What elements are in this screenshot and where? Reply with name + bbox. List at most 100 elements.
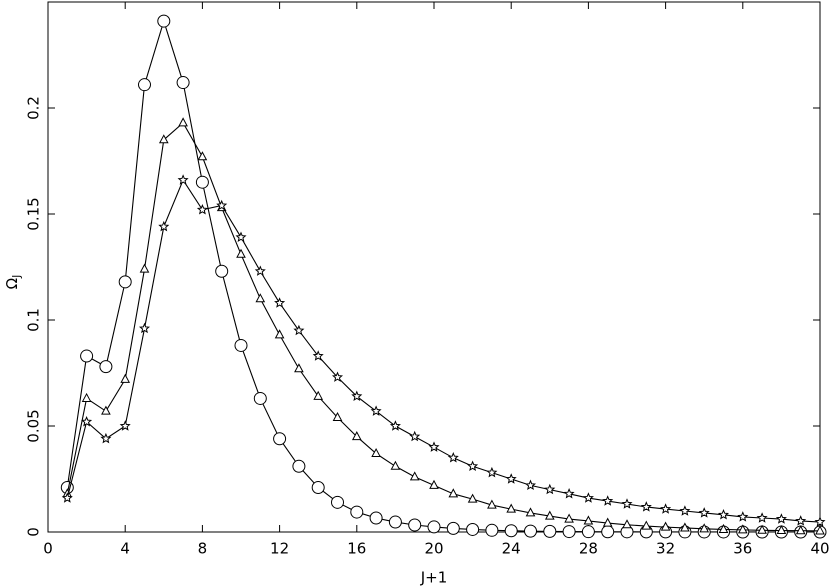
circle-marker — [195, 175, 209, 189]
circle-marker — [157, 14, 171, 28]
series-line — [66, 19, 820, 533]
star-marker — [698, 507, 710, 518]
triangle-marker — [101, 405, 111, 415]
triangle-marker — [197, 151, 208, 161]
x-tick-label: 8 — [198, 540, 208, 558]
plot-frame — [47, 1, 821, 533]
star-marker — [679, 505, 691, 516]
x-tick-label: 12 — [270, 540, 289, 558]
circle-marker — [524, 524, 537, 538]
star-marker — [505, 473, 517, 484]
star-marker — [467, 460, 479, 471]
y-tick-label: 0 — [25, 527, 43, 537]
circle-marker — [388, 515, 402, 529]
triangle-marker — [776, 524, 787, 535]
star-marker — [795, 515, 807, 526]
star-marker — [775, 513, 787, 524]
circle-marker — [369, 511, 383, 525]
circle-marker — [118, 275, 132, 289]
circle-marker — [350, 505, 364, 519]
triangle-marker — [718, 523, 729, 533]
triangle-marker — [236, 248, 246, 258]
triangle-marker — [255, 293, 266, 303]
x-tick-label: 36 — [733, 540, 752, 558]
circle-marker — [408, 518, 422, 532]
star-marker — [660, 503, 672, 514]
star-marker — [447, 451, 459, 463]
triangle-marker — [332, 411, 343, 422]
circle-marker — [601, 525, 615, 539]
triangle-marker — [448, 488, 459, 498]
series-line — [66, 178, 821, 523]
star-marker — [235, 231, 247, 243]
triangle-marker — [544, 510, 555, 520]
circle-marker — [292, 459, 306, 473]
x-tick-label: 16 — [347, 540, 366, 558]
triangle-marker — [506, 503, 517, 513]
triangle-marker — [525, 507, 536, 517]
triangle-marker — [178, 117, 188, 127]
triangle-marker — [660, 521, 671, 531]
triangle-marker — [602, 517, 613, 527]
star-marker — [351, 390, 363, 402]
triangle-marker — [371, 447, 381, 458]
star-marker — [814, 516, 826, 527]
triangle-marker — [795, 525, 806, 535]
star-marker — [216, 199, 228, 211]
x-tick-label: 4 — [120, 540, 130, 558]
x-tick-label: 20 — [424, 540, 443, 558]
series-line — [66, 121, 821, 532]
circle-marker — [138, 78, 151, 92]
triangle-marker — [294, 363, 304, 373]
triangle-marker — [467, 493, 478, 503]
circle-marker — [80, 349, 94, 363]
star-marker — [640, 501, 652, 512]
circle-marker — [446, 521, 460, 535]
star-marker — [370, 405, 382, 416]
circle-marker — [466, 522, 480, 536]
triangle-marker — [139, 263, 150, 273]
x-tick-label: 28 — [579, 540, 598, 558]
circle-marker — [543, 524, 557, 538]
y-tick-label: 0.05 — [25, 409, 43, 442]
circle-marker — [176, 76, 190, 90]
star-marker — [389, 420, 401, 431]
star-marker — [158, 220, 170, 232]
star-marker — [138, 322, 151, 334]
triangle-marker — [120, 373, 131, 383]
star-marker — [331, 371, 344, 382]
circle-marker — [562, 525, 576, 539]
triangle-marker — [699, 523, 710, 533]
star-marker — [524, 479, 537, 491]
x-tick-label: 40 — [810, 540, 829, 558]
triangle-marker — [680, 522, 690, 532]
circle-marker — [99, 360, 113, 374]
triangle-marker — [81, 392, 92, 402]
star-marker — [293, 324, 305, 336]
star-marker — [81, 415, 93, 427]
y-tick-label: 0.2 — [25, 96, 43, 120]
circle-marker — [234, 338, 248, 352]
circle-marker — [311, 480, 325, 494]
triangle-marker — [622, 519, 632, 529]
star-marker — [100, 432, 112, 444]
star-marker — [428, 441, 440, 452]
circle-marker — [253, 391, 267, 405]
circle-marker — [273, 432, 287, 446]
triangle-marker — [409, 471, 420, 481]
triangle-marker — [815, 525, 825, 535]
y-label-sub: J — [10, 275, 23, 279]
circle-marker — [215, 264, 229, 278]
triangle-marker — [274, 329, 285, 339]
triangle-marker — [583, 515, 594, 525]
circle-marker — [581, 525, 595, 539]
star-marker — [544, 483, 556, 495]
y-label-base: Ω — [3, 278, 21, 289]
x-tick-label: 32 — [656, 540, 675, 558]
triangle-marker — [351, 431, 362, 441]
x-tick-label: 24 — [502, 540, 521, 558]
star-marker — [563, 488, 575, 499]
star-marker — [717, 509, 730, 520]
triangle-marker — [564, 513, 574, 523]
star-marker — [196, 203, 208, 215]
